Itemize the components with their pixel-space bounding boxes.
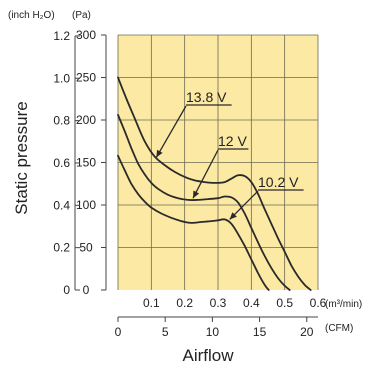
x-tick-label-cfm: 10 bbox=[206, 325, 220, 339]
x-tick-label-m3min: 0.3 bbox=[210, 296, 227, 310]
y-tick-label-inch: 1.0 bbox=[53, 71, 70, 85]
x-tick-label-cfm: 0 bbox=[115, 325, 122, 339]
x-tick-label-cfm: 15 bbox=[253, 325, 267, 339]
x-tick-label-m3min: 0.5 bbox=[276, 296, 293, 310]
series-label-2: 10.2 V bbox=[258, 174, 299, 190]
x-tick-label-cfm: 5 bbox=[162, 325, 169, 339]
y-tick-label-inch: 0.2 bbox=[53, 241, 70, 255]
x-tick-label-cfm: 20 bbox=[300, 325, 314, 339]
y-tick-label-inch: 0.6 bbox=[53, 156, 70, 170]
y-tick-label-inch: 0.4 bbox=[53, 198, 70, 212]
y-tick-label-pa: 250 bbox=[76, 71, 96, 85]
y-tick-label-inch: 0.8 bbox=[53, 114, 70, 128]
y-tick-label-inch: 0 bbox=[63, 283, 70, 297]
unit-label-cfm: (CFM) bbox=[325, 323, 353, 334]
series-label-1: 12 V bbox=[218, 133, 247, 149]
unit-label-pa: (Pa) bbox=[72, 10, 91, 21]
x-axis-title: Airflow bbox=[182, 346, 234, 365]
x-tick-label-m3min: 0.1 bbox=[143, 296, 160, 310]
y-tick-label-pa: 300 bbox=[76, 28, 96, 42]
y-tick-label-pa: 200 bbox=[76, 113, 96, 127]
y-tick-label-pa: 50 bbox=[79, 241, 93, 255]
unit-label-m3min: (m³/min) bbox=[325, 299, 362, 310]
x-tick-label-m3min: 0.4 bbox=[243, 296, 260, 310]
y-axis-title: Static pressure bbox=[12, 101, 31, 214]
unit-label-inch: (inch H₂O) bbox=[8, 10, 55, 21]
y-tick-label-pa: 0 bbox=[83, 283, 90, 297]
series-label-0: 13.8 V bbox=[186, 89, 227, 105]
y-tick-label-inch: 1.2 bbox=[53, 29, 70, 43]
x-tick-label-m3min: 0.2 bbox=[176, 296, 193, 310]
